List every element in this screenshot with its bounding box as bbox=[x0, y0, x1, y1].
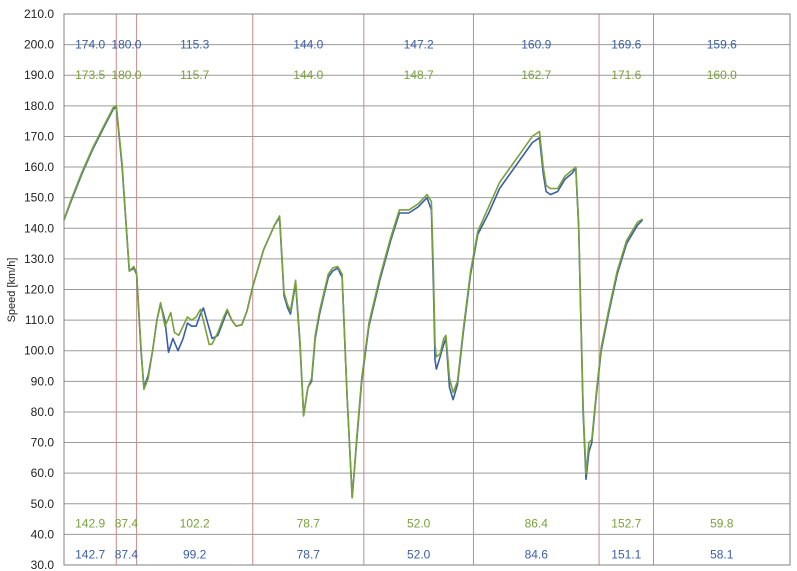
top-green-value: 115.7 bbox=[180, 68, 209, 82]
top-blue-value: 159.6 bbox=[707, 38, 737, 52]
bottom-blue-value: 52.0 bbox=[407, 547, 431, 561]
top-blue-value: 160.9 bbox=[521, 38, 551, 52]
top-blue-value: 115.3 bbox=[180, 38, 209, 52]
bottom-green-value: 152.7 bbox=[611, 516, 641, 530]
bottom-green-value: 87.4 bbox=[115, 516, 139, 530]
top-green-value: 162.7 bbox=[521, 68, 551, 82]
bottom-green-value: 102.2 bbox=[180, 516, 210, 530]
bottom-green-value: 86.4 bbox=[525, 516, 549, 530]
series-group bbox=[63, 105, 644, 499]
y-tick-label: 200.0 bbox=[24, 38, 54, 52]
y-axis-label: Speed [km/h] bbox=[6, 258, 18, 323]
bottom-blue-value: 58.1 bbox=[710, 547, 734, 561]
top-blue-value: 144.0 bbox=[293, 38, 323, 52]
y-tick-label: 80.0 bbox=[31, 405, 55, 419]
top-blue-value: 147.2 bbox=[404, 38, 434, 52]
bottom-green-value: 52.0 bbox=[407, 516, 431, 530]
y-tick-label: 70.0 bbox=[31, 436, 55, 450]
series-line-green bbox=[63, 105, 644, 499]
y-tick-label: 30.0 bbox=[31, 558, 55, 571]
top-green-value: 180.0 bbox=[111, 68, 141, 82]
y-axis: 30.0 40.0 50.0 60.0 70.0 80.0 90.0 100.0 110.0 12… bbox=[24, 7, 54, 571]
y-tick-label: 120.0 bbox=[24, 283, 54, 297]
bottom-blue-value: 87.4 bbox=[115, 547, 139, 561]
annotations: 174.0 180.0 115.3 144.0 147.2 160.9 169.6 159.6… bbox=[75, 38, 737, 562]
bottom-green-value: 142.9 bbox=[75, 516, 105, 530]
bottom-blue-value: 151.1 bbox=[611, 547, 641, 561]
y-tick-label: 140.0 bbox=[24, 221, 54, 235]
y-tick-label: 210.0 bbox=[24, 7, 54, 21]
top-green-value: 148.7 bbox=[404, 68, 434, 82]
y-tick-label: 170.0 bbox=[24, 129, 54, 143]
top-blue-value: 180.0 bbox=[111, 38, 141, 52]
y-tick-label: 190.0 bbox=[24, 68, 54, 82]
y-tick-label: 40.0 bbox=[31, 527, 55, 541]
y-tick-label: 50.0 bbox=[31, 497, 55, 511]
top-blue-value: 169.6 bbox=[611, 38, 641, 52]
bottom-green-value: 59.8 bbox=[710, 516, 734, 530]
top-green-value: 173.5 bbox=[75, 68, 105, 82]
y-tick-label: 110.0 bbox=[25, 313, 54, 327]
y-tick-label: 160.0 bbox=[24, 160, 54, 174]
grid bbox=[63, 13, 791, 566]
y-tick-label: 60.0 bbox=[31, 466, 55, 480]
bottom-blue-value: 142.7 bbox=[75, 547, 105, 561]
y-tick-label: 180.0 bbox=[24, 99, 54, 113]
y-tick-label: 90.0 bbox=[31, 374, 55, 388]
bottom-blue-value: 99.2 bbox=[183, 547, 207, 561]
bottom-green-value: 78.7 bbox=[297, 516, 321, 530]
top-green-value: 171.6 bbox=[611, 68, 641, 82]
y-tick-label: 130.0 bbox=[24, 252, 54, 266]
bottom-blue-value: 78.7 bbox=[297, 547, 321, 561]
y-tick-label: 150.0 bbox=[24, 191, 54, 205]
top-green-value: 160.0 bbox=[707, 68, 737, 82]
y-tick-label: 100.0 bbox=[24, 344, 54, 358]
plot-frame bbox=[63, 13, 791, 566]
bottom-blue-value: 84.6 bbox=[525, 547, 549, 561]
series-line-blue bbox=[63, 106, 644, 499]
top-green-value: 144.0 bbox=[293, 68, 323, 82]
top-blue-value: 174.0 bbox=[75, 38, 105, 52]
